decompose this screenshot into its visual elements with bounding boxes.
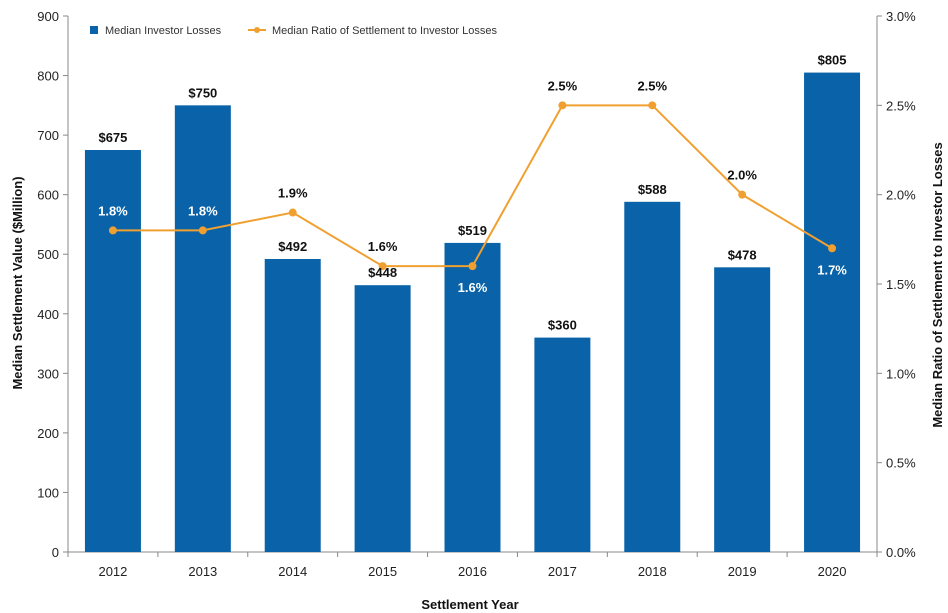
y-tick-label: 200 [37, 426, 59, 441]
ratio-point [828, 244, 837, 253]
ratio-point [378, 262, 387, 271]
bar-value-label: $360 [548, 318, 577, 333]
y-axis-title: Median Settlement Value ($Million) [10, 176, 25, 389]
legend-bar-label: Median Investor Losses [105, 25, 222, 37]
x-axis-title: Settlement Year [421, 597, 518, 612]
ratio-value-label: 2.0% [727, 168, 757, 183]
legend-line-label: Median Ratio of Settlement to Investor L… [272, 25, 498, 37]
y2-tick-label: 1.5% [886, 277, 916, 292]
ratio-value-label: 1.8% [98, 203, 128, 218]
y-tick-label: 900 [37, 9, 59, 24]
y2-tick-label: 2.0% [886, 188, 916, 203]
y2-axis-title: Median Ratio of Settlement to Investor L… [930, 142, 945, 427]
bar-value-label: $448 [368, 265, 397, 280]
ratio-value-label: 2.5% [548, 78, 578, 93]
y2-tick-label: 2.5% [886, 98, 916, 113]
bar [354, 285, 411, 552]
bar-value-label: $750 [188, 85, 217, 100]
data-labels: $675 $750 $492 $448 $519 $360 $588 $478 $805 1.8%… [98, 53, 847, 333]
bar-value-label: $519 [458, 223, 487, 238]
ratio-value-label: 1.6% [368, 239, 398, 254]
axes: 0 100 200 300 400 500 600 700 800 900 0.0% 0.5% 1.0%… [37, 9, 916, 579]
y2-tick-label: 0.5% [886, 456, 916, 471]
y2-tick-label: 3.0% [886, 9, 916, 24]
bar [624, 201, 681, 552]
y-tick-label: 300 [37, 366, 59, 381]
ratio-point [288, 208, 297, 217]
bar-value-label: $478 [728, 247, 757, 262]
y-tick-label: 700 [37, 128, 59, 143]
y-tick-label: 0 [52, 545, 59, 560]
x-tick-label: 2016 [458, 564, 487, 579]
x-tick-label: 2012 [98, 564, 127, 579]
y-tick-label: 600 [37, 188, 59, 203]
y-tick-label: 100 [37, 485, 59, 500]
legend-bar-swatch [90, 26, 98, 34]
ratio-value-label: 1.8% [188, 203, 218, 218]
bar-value-label: $805 [818, 53, 847, 68]
bar-value-label: $492 [278, 239, 307, 254]
x-tick-label: 2013 [188, 564, 217, 579]
bar [534, 337, 591, 552]
ratio-value-label: 1.9% [278, 186, 308, 201]
bar [804, 72, 861, 553]
y-tick-label: 500 [37, 247, 59, 262]
bar [174, 105, 231, 552]
x-tick-label: 2018 [638, 564, 667, 579]
ratio-point [738, 190, 747, 199]
ratio-point [108, 226, 117, 235]
bar [444, 242, 501, 552]
x-tick-label: 2019 [728, 564, 757, 579]
bar [264, 258, 321, 552]
bar-value-label: $588 [638, 182, 667, 197]
ratio-point [198, 226, 207, 235]
bar-series [84, 72, 861, 553]
bar [84, 150, 141, 552]
ratio-point [648, 101, 657, 110]
x-tick-label: 2017 [548, 564, 577, 579]
ratio-value-label: 1.7% [817, 262, 847, 277]
y-tick-label: 400 [37, 307, 59, 322]
y-tick-label: 800 [37, 69, 59, 84]
y2-tick-label: 1.0% [886, 366, 916, 381]
ratio-point [558, 101, 567, 110]
x-tick-label: 2014 [278, 564, 307, 579]
x-tick-label: 2015 [368, 564, 397, 579]
y2-tick-label: 0.0% [886, 545, 916, 560]
ratio-point [468, 262, 477, 271]
x-tick-label: 2020 [818, 564, 847, 579]
line-series [108, 101, 837, 271]
legend: Median Investor Losses Median Ratio of S… [90, 25, 498, 37]
ratio-value-label: 1.6% [458, 280, 488, 295]
bar [714, 267, 771, 552]
legend-line-marker [254, 27, 260, 33]
bar-value-label: $675 [98, 130, 127, 145]
ratio-value-label: 2.5% [637, 78, 667, 93]
